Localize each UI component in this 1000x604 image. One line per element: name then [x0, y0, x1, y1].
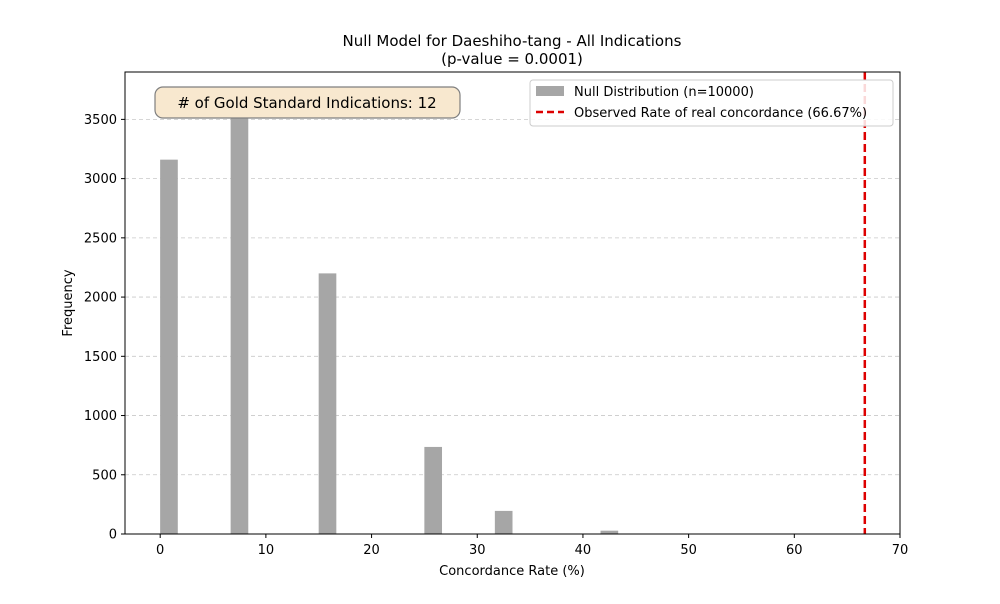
y-tick-label: 3000	[84, 172, 117, 187]
x-tick-label: 0	[156, 543, 164, 558]
bar	[318, 273, 337, 534]
y-tick-label: 500	[92, 468, 117, 483]
y-tick-label: 2500	[84, 231, 117, 246]
y-axis-label: Frequency	[61, 269, 76, 336]
y-tick-label: 1500	[84, 350, 117, 365]
x-tick-label: 10	[258, 543, 275, 558]
annotation-background	[154, 86, 461, 119]
chart-title: Null Model for Daeshiho-tang - All Indic…	[343, 32, 682, 50]
y-tick-label: 2000	[84, 291, 117, 306]
x-tick-label: 20	[363, 543, 380, 558]
bar	[600, 530, 619, 534]
bar	[424, 446, 443, 534]
x-axis: 0 10 20 30 40 50 60 70	[156, 534, 908, 558]
x-tick-label: 40	[575, 543, 592, 558]
x-tick-label: 60	[786, 543, 803, 558]
legend-swatch-null	[536, 86, 564, 96]
legend: Null Distribution (n=10000) Observed Rat…	[529, 79, 894, 127]
bar	[160, 159, 178, 534]
y-axis: 0 500 1000 1500 2000 2500 3000 3500	[84, 113, 125, 543]
y-tick-label: 0	[109, 528, 117, 543]
y-tick-label: 3500	[84, 113, 117, 128]
bars	[160, 95, 619, 534]
x-axis-label: Concordance Rate (%)	[439, 564, 585, 579]
y-tick-label: 1000	[84, 409, 117, 424]
legend-label-null: Null Distribution (n=10000)	[574, 85, 754, 100]
bar	[230, 95, 249, 534]
annotation-text: # of Gold Standard Indications: 12	[177, 94, 436, 112]
x-tick-label: 30	[469, 543, 486, 558]
plot-frame	[124, 71, 901, 535]
x-tick-label: 70	[892, 543, 909, 558]
annotation-box: # of Gold Standard Indications: 12	[154, 86, 461, 119]
bar	[494, 510, 513, 534]
x-tick-label: 50	[680, 543, 697, 558]
legend-box	[529, 79, 894, 127]
legend-label-observed: Observed Rate of real concordance (66.67…	[574, 106, 867, 121]
chart-subtitle: (p-value = 0.0001)	[441, 50, 583, 68]
